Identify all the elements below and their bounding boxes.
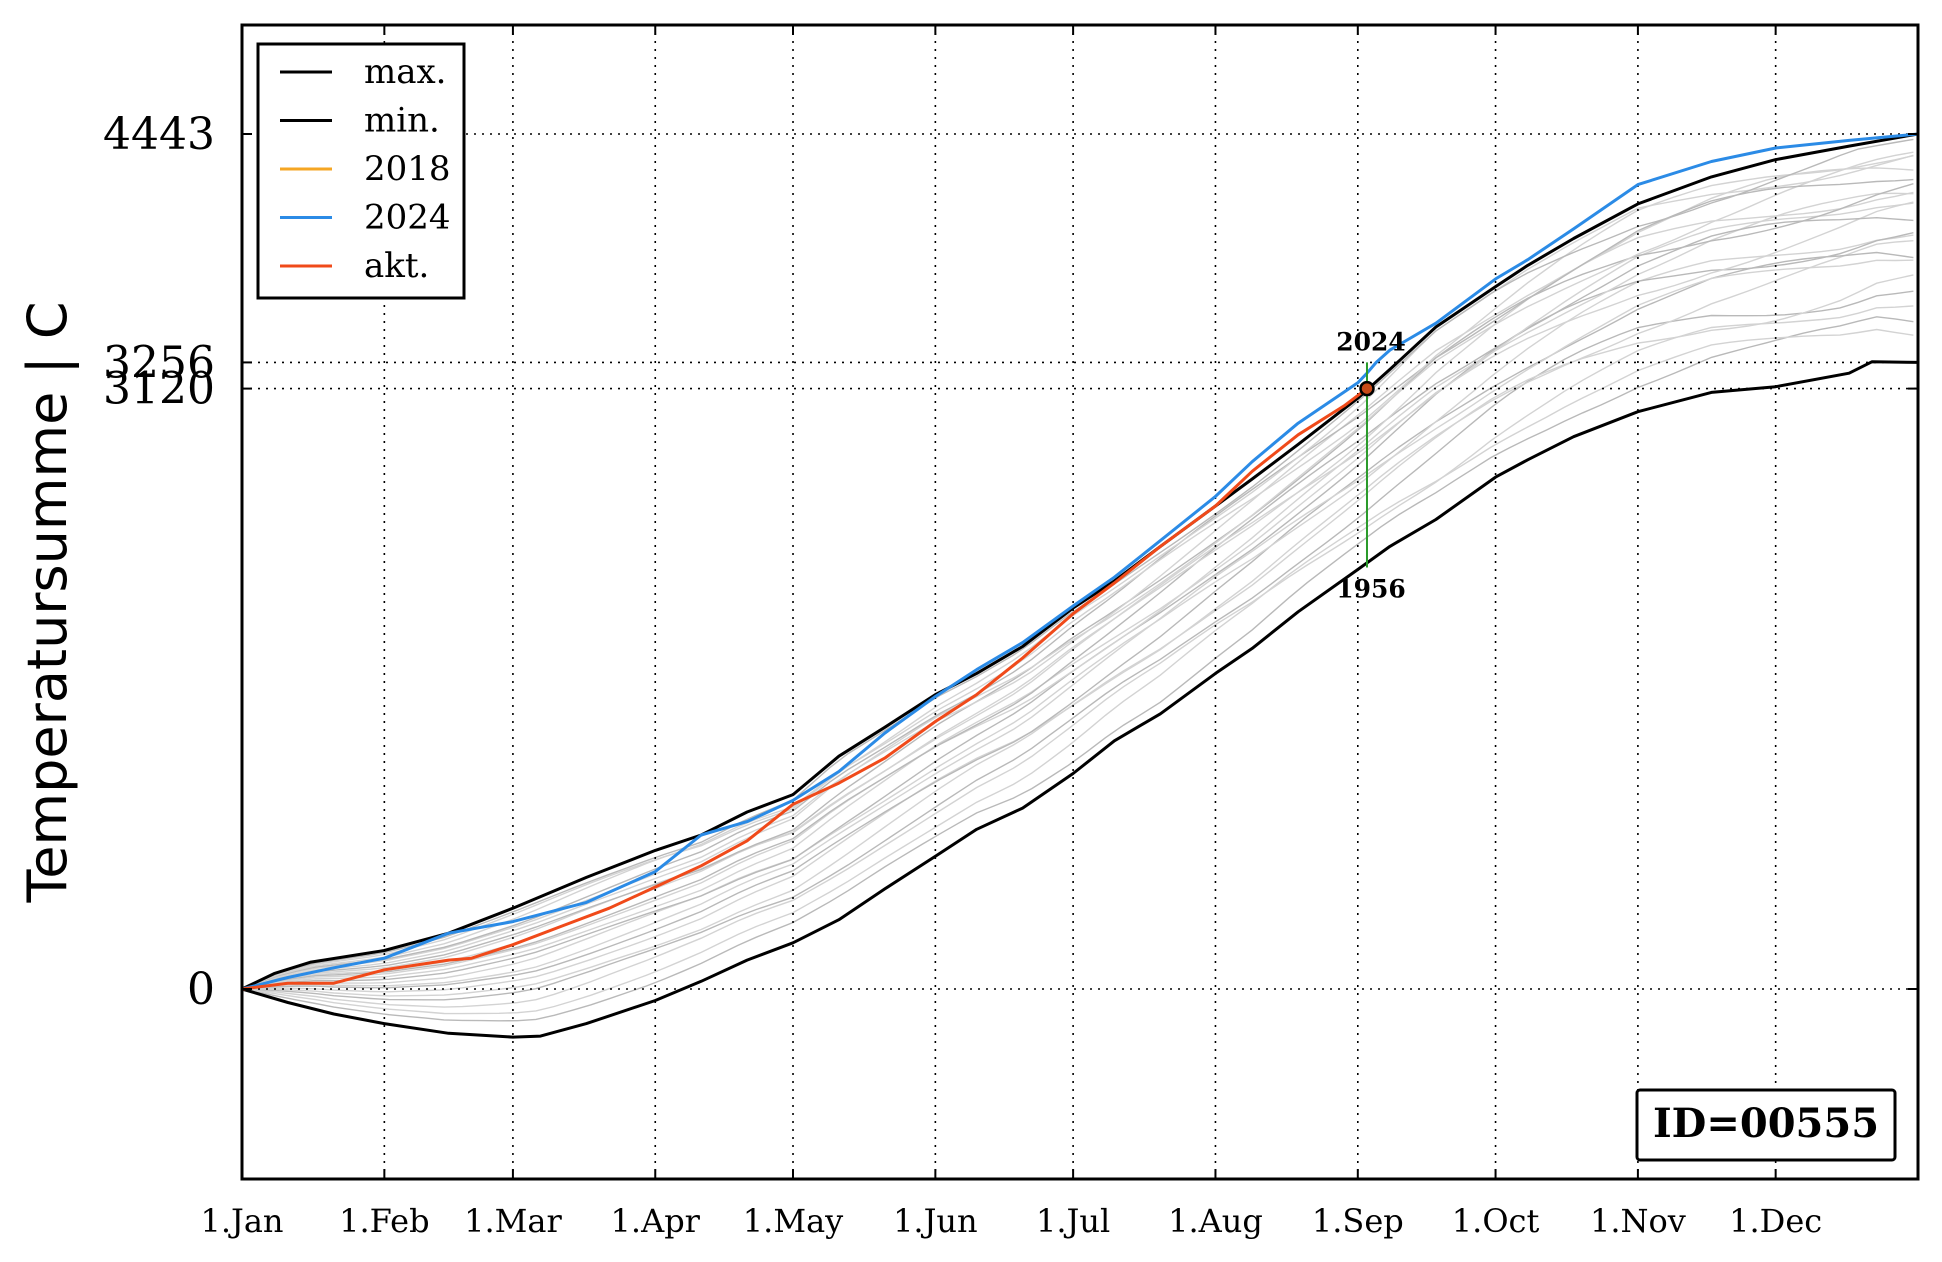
y-tick-label: 3120	[103, 364, 215, 415]
y-tick-label: 3256	[103, 337, 215, 388]
id-box: ID=00555	[1635, 1088, 1897, 1162]
y-tick-label: 4443	[103, 109, 215, 160]
legend-label: akt.	[364, 246, 429, 286]
y-tick-label: 0	[187, 964, 215, 1015]
series-line-min	[241, 360, 1919, 1039]
legend-label: max.	[364, 52, 447, 92]
upper-year-label: 2024	[1336, 327, 1406, 356]
plot-frame	[240, 23, 1920, 1181]
legend: max. min. 2018 2024 akt.	[256, 42, 466, 300]
grid-lines	[383, 25, 1777, 1179]
x-tick-label: 1.May	[743, 1202, 843, 1240]
station-id-label: ID=00555	[1653, 1100, 1879, 1147]
historical-year-line	[241, 251, 1914, 990]
historical-year-line	[241, 240, 1914, 993]
historical-year-line	[241, 234, 1914, 990]
x-tick-label: 1.Aug	[1168, 1202, 1263, 1240]
historical-year-line	[241, 155, 1914, 990]
x-axis-ticks: 1.Jan 1.Feb 1.Mar 1.Apr 1.May 1.Jun 1.Jul 1.Aug…	[200, 25, 1822, 1240]
series-line-2024	[241, 132, 1919, 991]
x-tick-label: 1.Jul	[1036, 1202, 1110, 1240]
x-tick-label: 1.Dec	[1729, 1202, 1822, 1240]
series-line-akt	[241, 387, 1368, 991]
x-tick-label: 1.Nov	[1590, 1202, 1686, 1240]
x-tick-label: 1.Feb	[339, 1202, 429, 1240]
id-box-frame	[1635, 1088, 1897, 1162]
series-layer	[241, 132, 1919, 1039]
legend-label: 2024	[364, 198, 451, 238]
y-axis-label: Temperatursumme | C	[16, 301, 79, 903]
lower-year-label: 1956	[1336, 575, 1406, 604]
historical-year-line	[241, 290, 1914, 1001]
historical-year-line	[241, 216, 1914, 990]
historical-year-line	[241, 202, 1914, 990]
x-tick-label: 1.Oct	[1452, 1202, 1540, 1240]
historical-year-line	[241, 201, 1914, 990]
legend-entries: max. min. 2018 2024 akt.	[280, 52, 451, 286]
historical-year-line	[241, 328, 1914, 1015]
annotation-layer: 2024 1956	[1336, 327, 1406, 603]
historical-year-line	[241, 183, 1914, 990]
legend-box	[256, 42, 466, 300]
legend-label: min.	[364, 101, 440, 141]
current-value-marker	[1359, 380, 1375, 397]
x-tick-label: 1.Jan	[200, 1202, 283, 1240]
historical-year-line	[241, 259, 1914, 990]
historical-year-line	[241, 305, 1914, 1008]
historical-year-line	[241, 167, 1914, 990]
historical-year-line	[241, 154, 1914, 990]
legend-label: 2018	[364, 149, 451, 189]
x-tick-label: 1.Mar	[464, 1202, 562, 1240]
historical-years-lines	[241, 138, 1914, 1022]
historical-year-line	[242, 274, 1914, 997]
x-tick-label: 1.Sep	[1312, 1202, 1404, 1240]
x-tick-label: 1.Jun	[893, 1202, 978, 1240]
x-tick-label: 1.Apr	[611, 1202, 701, 1240]
historical-year-line	[241, 178, 1914, 990]
series-line-max	[241, 132, 1919, 991]
historical-year-line	[241, 151, 1914, 990]
historical-year-line	[241, 138, 1914, 990]
historical-year-line	[241, 192, 1914, 990]
historical-year-line	[241, 191, 1914, 990]
